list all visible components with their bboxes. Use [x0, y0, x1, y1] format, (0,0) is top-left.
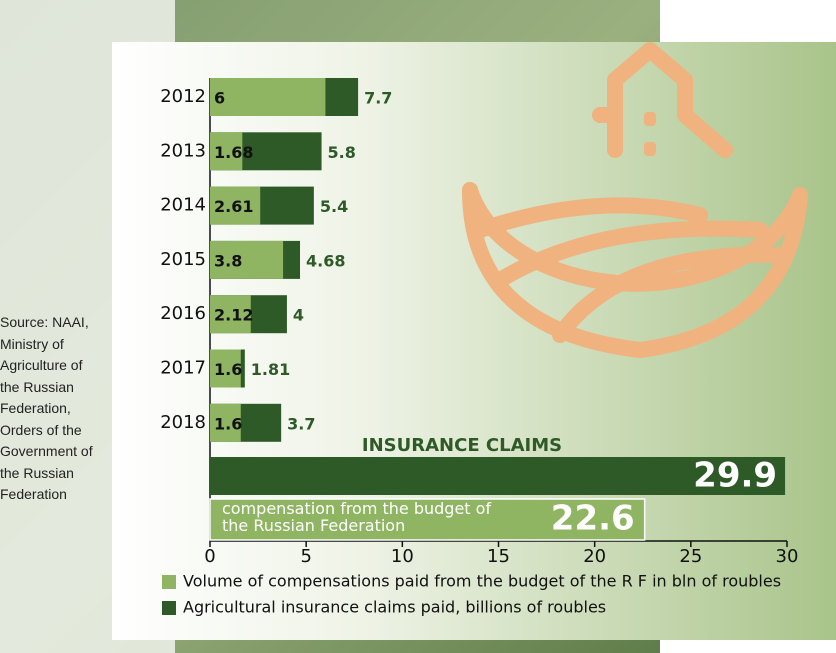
data-label: 1.6	[214, 414, 242, 433]
x-tick-label: 15	[487, 546, 510, 567]
source: Source: NAAI, Ministry of Agriculture of…	[0, 314, 93, 502]
farm-icon	[462, 42, 808, 358]
x-tick-label: 25	[679, 546, 702, 567]
total-label: compensation from the budget of the Russi…	[222, 499, 491, 535]
data-label: 1.6	[214, 360, 242, 379]
y-tick-label: 2017	[160, 358, 206, 379]
legend-swatch	[162, 575, 176, 589]
data-label: 3.7	[287, 414, 315, 433]
legend-label: Volume of compensations paid from the bu…	[183, 572, 781, 591]
y-tick-label: 2015	[160, 249, 206, 270]
legend-swatch	[162, 601, 176, 615]
bar	[210, 78, 326, 116]
data-label: 2.61	[214, 197, 253, 216]
x-tick-label: 0	[204, 546, 215, 567]
data-label: 22.6	[551, 499, 635, 539]
x-tick-label: 20	[583, 546, 606, 567]
y-tick-label: 2018	[160, 412, 206, 433]
data-label: 3.8	[214, 251, 242, 270]
y-tick-label: 2012	[160, 86, 206, 107]
x-tick-label: 30	[776, 546, 799, 567]
bar	[210, 240, 284, 279]
bar	[209, 498, 646, 541]
y-tick-label: 2013	[160, 140, 206, 161]
data-label: 6	[214, 89, 225, 108]
farm-icon	[644, 142, 656, 156]
legend-label: Agricultural insurance claims paid, bill…	[183, 598, 606, 617]
data-label: 2.12	[214, 306, 253, 325]
bar	[210, 403, 241, 442]
data-label: 29.9	[693, 456, 777, 496]
data-label: 5.8	[328, 143, 356, 162]
data-label: 4.68	[306, 251, 345, 270]
bar	[210, 132, 243, 171]
x-tick-label: 5	[300, 546, 311, 567]
data-label: 7.7	[364, 89, 392, 108]
x-tick-label: 10	[391, 546, 414, 567]
bar	[210, 349, 241, 388]
data-label: 4	[293, 306, 304, 325]
data-label: 1.81	[251, 360, 290, 379]
y-tick-label: 2014	[160, 195, 206, 216]
bar	[210, 295, 251, 334]
y-tick-label: 2016	[160, 303, 206, 324]
panel	[112, 42, 836, 640]
data-label: 5.4	[320, 197, 348, 216]
total-title: INSURANCE CLAIMS	[362, 435, 562, 456]
data-label: 1.68	[214, 143, 253, 162]
bar	[210, 457, 786, 495]
farm-icon	[644, 112, 656, 126]
bar	[210, 186, 261, 225]
